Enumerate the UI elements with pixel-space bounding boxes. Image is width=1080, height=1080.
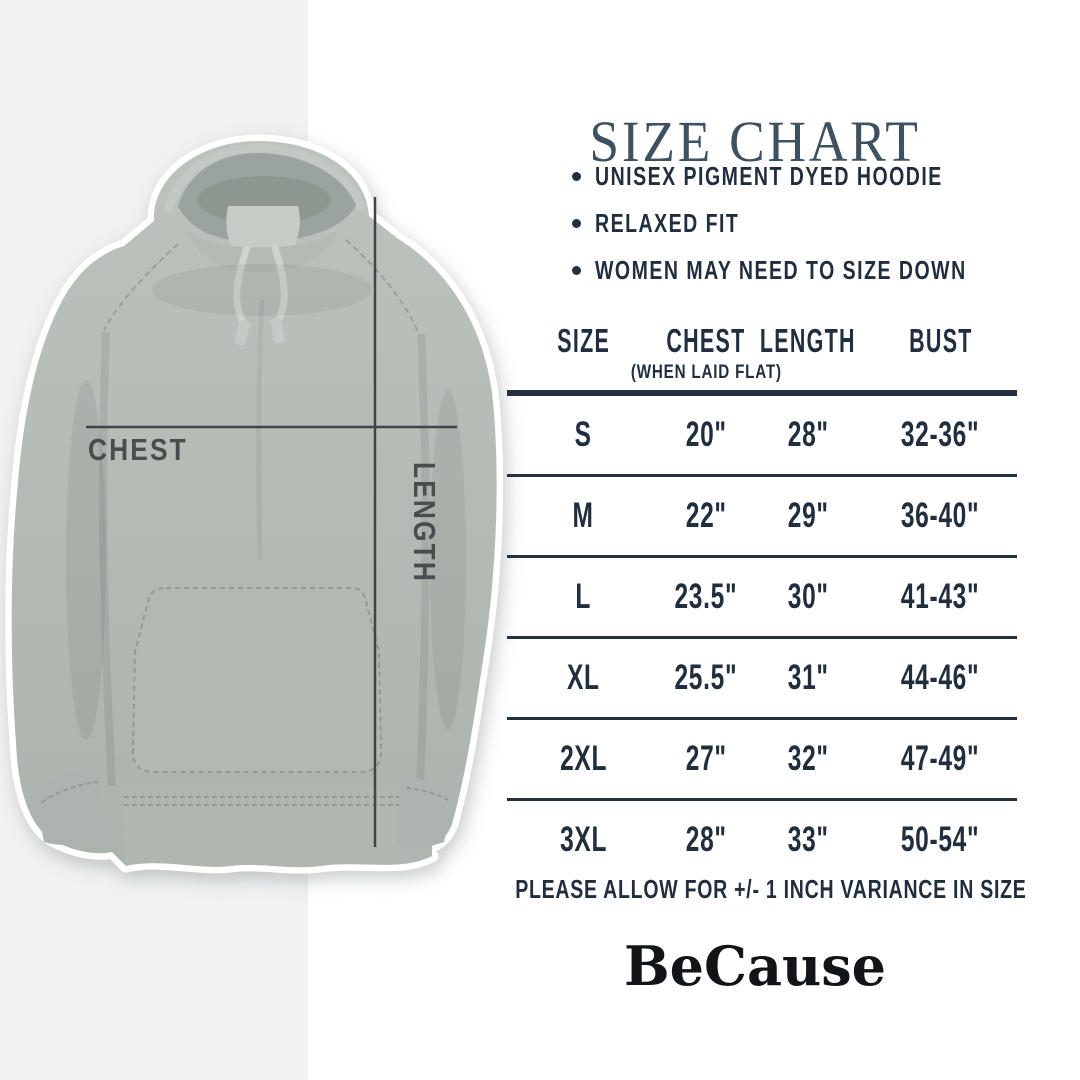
cell-length: 33" — [787, 819, 829, 859]
feature-item: WOMEN MAY NEED TO SIZE DOWN — [572, 247, 1052, 294]
cell-length: 32" — [787, 738, 829, 778]
cuff-right — [398, 776, 456, 847]
table-row: M 22" 29" 36-40" — [507, 477, 1017, 558]
hood-rim — [163, 143, 367, 214]
cell-length: 30" — [787, 576, 829, 616]
table-row: 2XL 27" 32" 47-49" — [507, 720, 1017, 801]
drawstring-aglet-left — [234, 319, 250, 346]
table-row: L 23.5" 30" 41-43" — [507, 558, 1017, 639]
table-row: S 20" 28" 32-36" — [507, 396, 1017, 477]
cell-chest: 27" — [685, 738, 727, 778]
cell-bust: 50-54" — [901, 819, 980, 859]
torso-edge-left — [99, 331, 116, 787]
cell-size: L — [575, 576, 592, 616]
variance-disclaimer: PLEASE ALLOW FOR +/- 1 INCH VARIANCE IN … — [515, 874, 1027, 904]
size-table-header: SIZE CHEST (WHEN LAID FLAT) LENGTH BUST — [507, 322, 1017, 396]
cuff-left — [34, 768, 110, 845]
bullet-icon — [572, 266, 581, 275]
cell-size: M — [572, 495, 595, 535]
drawstring-left — [233, 244, 251, 328]
cell-size: S — [574, 414, 593, 454]
collar-front — [186, 228, 340, 272]
column-header-bust: BUST — [908, 322, 973, 359]
chest-measure-label: CHEST — [88, 433, 188, 467]
cell-size: 3XL — [559, 819, 608, 859]
sleeve-shading-left — [66, 380, 106, 740]
chest-note: (WHEN LAID FLAT) — [630, 361, 782, 383]
cell-chest: 23.5" — [674, 576, 738, 616]
bullet-icon — [572, 172, 581, 181]
sleeve-shading-right — [430, 390, 466, 730]
length-measure-label: LENGTH — [406, 462, 440, 583]
kangaroo-pocket — [131, 587, 383, 773]
feature-label: RELAXED FIT — [595, 208, 740, 238]
cell-length: 29" — [787, 495, 829, 535]
cell-bust: 41-43" — [901, 576, 980, 616]
torso-edge-right — [416, 333, 430, 787]
drawstring-right — [271, 244, 288, 326]
chest-shading — [152, 264, 372, 316]
bullet-icon — [572, 219, 581, 228]
cell-chest: 25.5" — [674, 657, 738, 697]
cell-size: 2XL — [559, 738, 608, 778]
brand-logo: BeCause — [624, 934, 886, 998]
table-row: 3XL 28" 33" 50-54" — [507, 801, 1017, 879]
collar-fleece-patch — [226, 206, 300, 248]
cell-chest: 22" — [685, 495, 727, 535]
column-header-length: LENGTH — [759, 322, 856, 359]
feature-list: UNISEX PIGMENT DYED HOODIE RELAXED FIT W… — [572, 153, 1052, 294]
cell-length: 31" — [787, 657, 829, 697]
page-title: SIZE CHART — [589, 108, 921, 174]
hoodie-photo: CHEST LENGTH — [11, 141, 497, 868]
feature-label: UNISEX PIGMENT DYED HOODIE — [595, 161, 943, 191]
cell-chest: 28" — [685, 819, 727, 859]
cell-bust: 32-36" — [901, 414, 980, 454]
column-header-size: SIZE — [557, 322, 610, 359]
column-header-chest: CHEST (WHEN LAID FLAT) — [630, 322, 782, 383]
feature-item: RELAXED FIT — [572, 200, 1052, 247]
cell-bust: 36-40" — [901, 495, 980, 535]
hem-band — [120, 788, 433, 868]
cuff-right-stitch — [405, 787, 449, 801]
size-table: SIZE CHEST (WHEN LAID FLAT) LENGTH BUST … — [507, 322, 1017, 879]
feature-item: UNISEX PIGMENT DYED HOODIE — [572, 153, 1052, 200]
cell-size: XL — [567, 657, 600, 697]
feature-label: WOMEN MAY NEED TO SIZE DOWN — [595, 255, 967, 285]
drawstring-aglet-right — [270, 317, 285, 344]
seam-right — [345, 239, 419, 333]
cell-length: 28" — [787, 414, 829, 454]
cell-bust: 44-46" — [901, 657, 980, 697]
table-row: XL 25.5" 31" 44-46" — [507, 639, 1017, 720]
cell-bust: 47-49" — [901, 738, 980, 778]
seam-left — [103, 243, 179, 331]
cell-chest: 20" — [685, 414, 727, 454]
